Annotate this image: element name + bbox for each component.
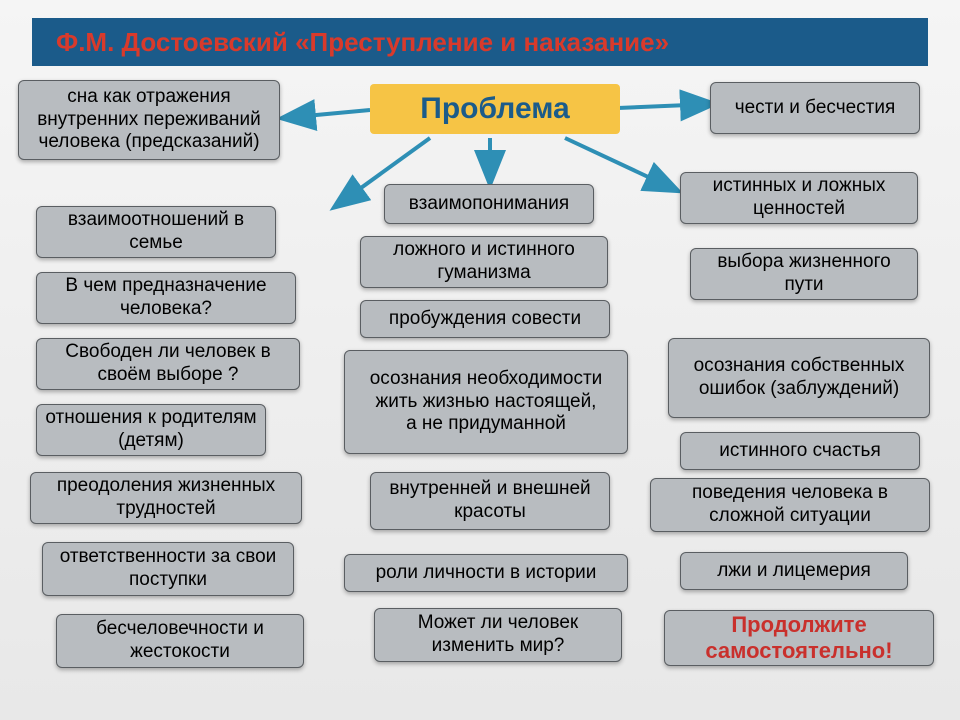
box-chest: чести и бесчестия bbox=[710, 82, 920, 134]
slide: Ф.М. Достоевский «Преступление и наказан… bbox=[0, 0, 960, 720]
box-sna: сна как отражения внутренних переживаний… bbox=[18, 80, 280, 160]
box-oshibki: осознания собственных ошибок (заблуждени… bbox=[668, 338, 930, 418]
box-izmenit: Может ли человек изменить мир? bbox=[374, 608, 622, 662]
arrow bbox=[618, 104, 712, 108]
box-vybor: выбора жизненного пути bbox=[690, 248, 918, 300]
box-otvet: ответственности за свои поступки bbox=[42, 542, 294, 596]
center-text: Проблема bbox=[420, 92, 569, 126]
box-istlozh: истинных и ложных ценностей bbox=[680, 172, 918, 224]
cta-box: Продолжите самостоятельно! bbox=[664, 610, 934, 666]
header-title: Ф.М. Достоевский «Преступление и наказан… bbox=[56, 27, 669, 58]
box-povedenie: поведения человека в сложной ситуации bbox=[650, 478, 930, 532]
box-trudnosti: преодоления жизненных трудностей bbox=[30, 472, 302, 524]
box-vzaimopon: взаимопонимания bbox=[384, 184, 594, 224]
cta-text: Продолжите самостоятельно! bbox=[671, 612, 927, 665]
box-rol: роли личности в истории bbox=[344, 554, 628, 592]
box-beschel: бесчеловечности и жестокости bbox=[56, 614, 304, 668]
box-lzhi: лжи и лицемерия bbox=[680, 552, 908, 590]
arrow bbox=[284, 110, 370, 118]
box-semya: взаимоотношений в семье bbox=[36, 206, 276, 258]
center-label: Проблема bbox=[370, 84, 620, 134]
box-krasota: внутренней и внешней красоты bbox=[370, 472, 610, 530]
box-prednaz: В чем предназначение человека? bbox=[36, 272, 296, 324]
box-schastye: истинного счастья bbox=[680, 432, 920, 470]
box-roditeli: отношения к родителям (детям) bbox=[36, 404, 266, 456]
header-bar: Ф.М. Достоевский «Преступление и наказан… bbox=[32, 18, 928, 66]
box-svoboden: Свободен ли человек в своём выборе ? bbox=[36, 338, 300, 390]
box-sovest: пробуждения совести bbox=[360, 300, 610, 338]
box-osoznzhit: осознания необходимости жить жизнью наст… bbox=[344, 350, 628, 454]
arrow bbox=[565, 138, 676, 190]
box-gumanizm: ложного и истинного гуманизма bbox=[360, 236, 608, 288]
